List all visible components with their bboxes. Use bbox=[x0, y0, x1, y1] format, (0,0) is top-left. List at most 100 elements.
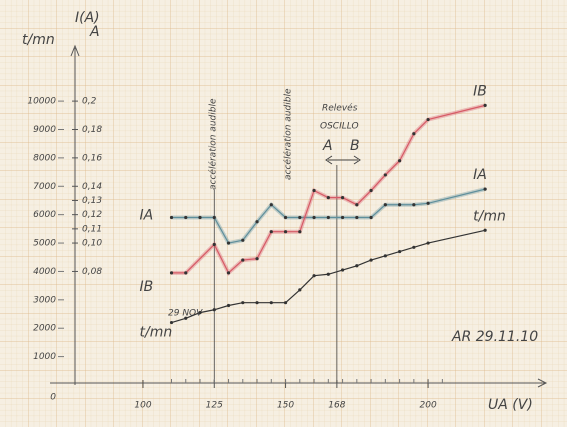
data-point bbox=[169, 320, 174, 325]
data-point bbox=[255, 257, 259, 261]
series-label: IA bbox=[140, 208, 154, 224]
series-line bbox=[171, 188, 486, 244]
data-point bbox=[397, 249, 402, 254]
y2-tick-label: 0,10 bbox=[82, 239, 102, 249]
data-point bbox=[212, 215, 216, 220]
y2-tick-label: 0,16 bbox=[82, 153, 102, 163]
x-tick-label: 168 bbox=[328, 401, 345, 411]
data-point bbox=[326, 196, 330, 200]
data-point bbox=[483, 103, 487, 107]
data-point bbox=[198, 311, 202, 315]
data-point bbox=[340, 196, 345, 200]
y-tick-label: 10000 bbox=[27, 97, 56, 107]
data-point bbox=[198, 215, 202, 220]
data-point bbox=[298, 288, 302, 292]
data-point bbox=[412, 132, 416, 136]
x-arrow bbox=[537, 378, 548, 388]
data-point bbox=[355, 203, 359, 207]
y-tick-label: 8000 bbox=[33, 153, 56, 163]
data-point bbox=[269, 230, 273, 234]
y-tick-label: 4000 bbox=[33, 267, 56, 277]
y2-unit: A bbox=[89, 24, 100, 40]
x-tick-label: 100 bbox=[134, 401, 151, 411]
data-point bbox=[241, 301, 245, 305]
annotation: B bbox=[350, 138, 360, 154]
data-point bbox=[397, 159, 402, 163]
data-point bbox=[283, 301, 288, 305]
data-point bbox=[312, 215, 316, 220]
x-tick-label: 200 bbox=[420, 401, 437, 411]
data-point bbox=[483, 228, 487, 232]
y2-tick-label: 0,12 bbox=[82, 210, 102, 220]
data-point bbox=[383, 254, 387, 258]
annotation: AR 29.11.10 bbox=[451, 329, 538, 345]
data-point bbox=[355, 264, 359, 268]
data-point bbox=[184, 271, 188, 275]
y-tick-label: 9000 bbox=[33, 125, 56, 135]
y2-tick-label: 0,13 bbox=[82, 196, 102, 206]
data-point bbox=[283, 215, 288, 220]
data-point bbox=[426, 241, 430, 245]
data-point bbox=[483, 187, 487, 191]
annotation: Relevés bbox=[322, 103, 358, 114]
data-point bbox=[184, 215, 188, 220]
data-point bbox=[283, 230, 288, 234]
annotation: accélération audible bbox=[283, 88, 294, 180]
data-point bbox=[169, 271, 174, 275]
y2-tick-label: 0,18 bbox=[82, 125, 102, 135]
data-point bbox=[184, 316, 188, 320]
data-point bbox=[383, 203, 387, 207]
data-point bbox=[312, 188, 316, 193]
annotation: accélération audible bbox=[208, 98, 219, 190]
y-tick-label: 0 bbox=[50, 393, 56, 403]
data-point bbox=[383, 173, 387, 177]
data-point bbox=[255, 301, 259, 305]
data-point bbox=[426, 201, 430, 205]
series-line bbox=[171, 229, 486, 324]
annotation: 29 NOV bbox=[168, 309, 203, 319]
x-tick-label: 125 bbox=[206, 401, 223, 411]
data-point bbox=[340, 215, 345, 220]
data-point bbox=[212, 242, 216, 247]
y-tick-label: 5000 bbox=[33, 239, 56, 249]
data-point bbox=[169, 215, 174, 220]
data-point bbox=[412, 203, 416, 207]
series-label: t/mn bbox=[473, 208, 506, 224]
y-label: t/mn bbox=[22, 32, 55, 48]
data-point bbox=[212, 308, 216, 312]
y2-tick-label: 0,2 bbox=[82, 97, 97, 107]
x-label: UA (V) bbox=[488, 397, 533, 413]
data-point bbox=[369, 215, 373, 220]
data-point bbox=[269, 203, 273, 207]
data-point bbox=[397, 203, 402, 207]
data-point bbox=[298, 215, 302, 220]
y2-tick-label: 0,14 bbox=[82, 182, 102, 192]
data-point bbox=[412, 245, 416, 249]
data-point bbox=[241, 238, 245, 242]
series-label: IB bbox=[473, 83, 487, 99]
data-point bbox=[298, 230, 302, 234]
y-tick-label: 6000 bbox=[33, 210, 56, 220]
data-point bbox=[326, 215, 330, 220]
y-tick-label: 3000 bbox=[33, 295, 56, 305]
data-point bbox=[426, 117, 430, 122]
data-point bbox=[369, 188, 373, 193]
series-label: IA bbox=[473, 167, 487, 183]
data-point bbox=[340, 268, 345, 272]
data-point bbox=[226, 241, 231, 245]
data-point bbox=[241, 258, 245, 262]
x-tick-label: 150 bbox=[277, 401, 294, 411]
data-point bbox=[312, 274, 316, 278]
data-point bbox=[226, 271, 231, 275]
data-point bbox=[269, 301, 273, 305]
y-tick-label: 7000 bbox=[33, 182, 56, 192]
annotation: OSCILLO bbox=[320, 122, 359, 132]
series-label: t/mn bbox=[140, 325, 173, 341]
data-point bbox=[326, 272, 330, 276]
y-tick-label: 2000 bbox=[33, 324, 56, 334]
annotation: A bbox=[322, 138, 333, 154]
y2-label: I(A) bbox=[75, 10, 100, 26]
